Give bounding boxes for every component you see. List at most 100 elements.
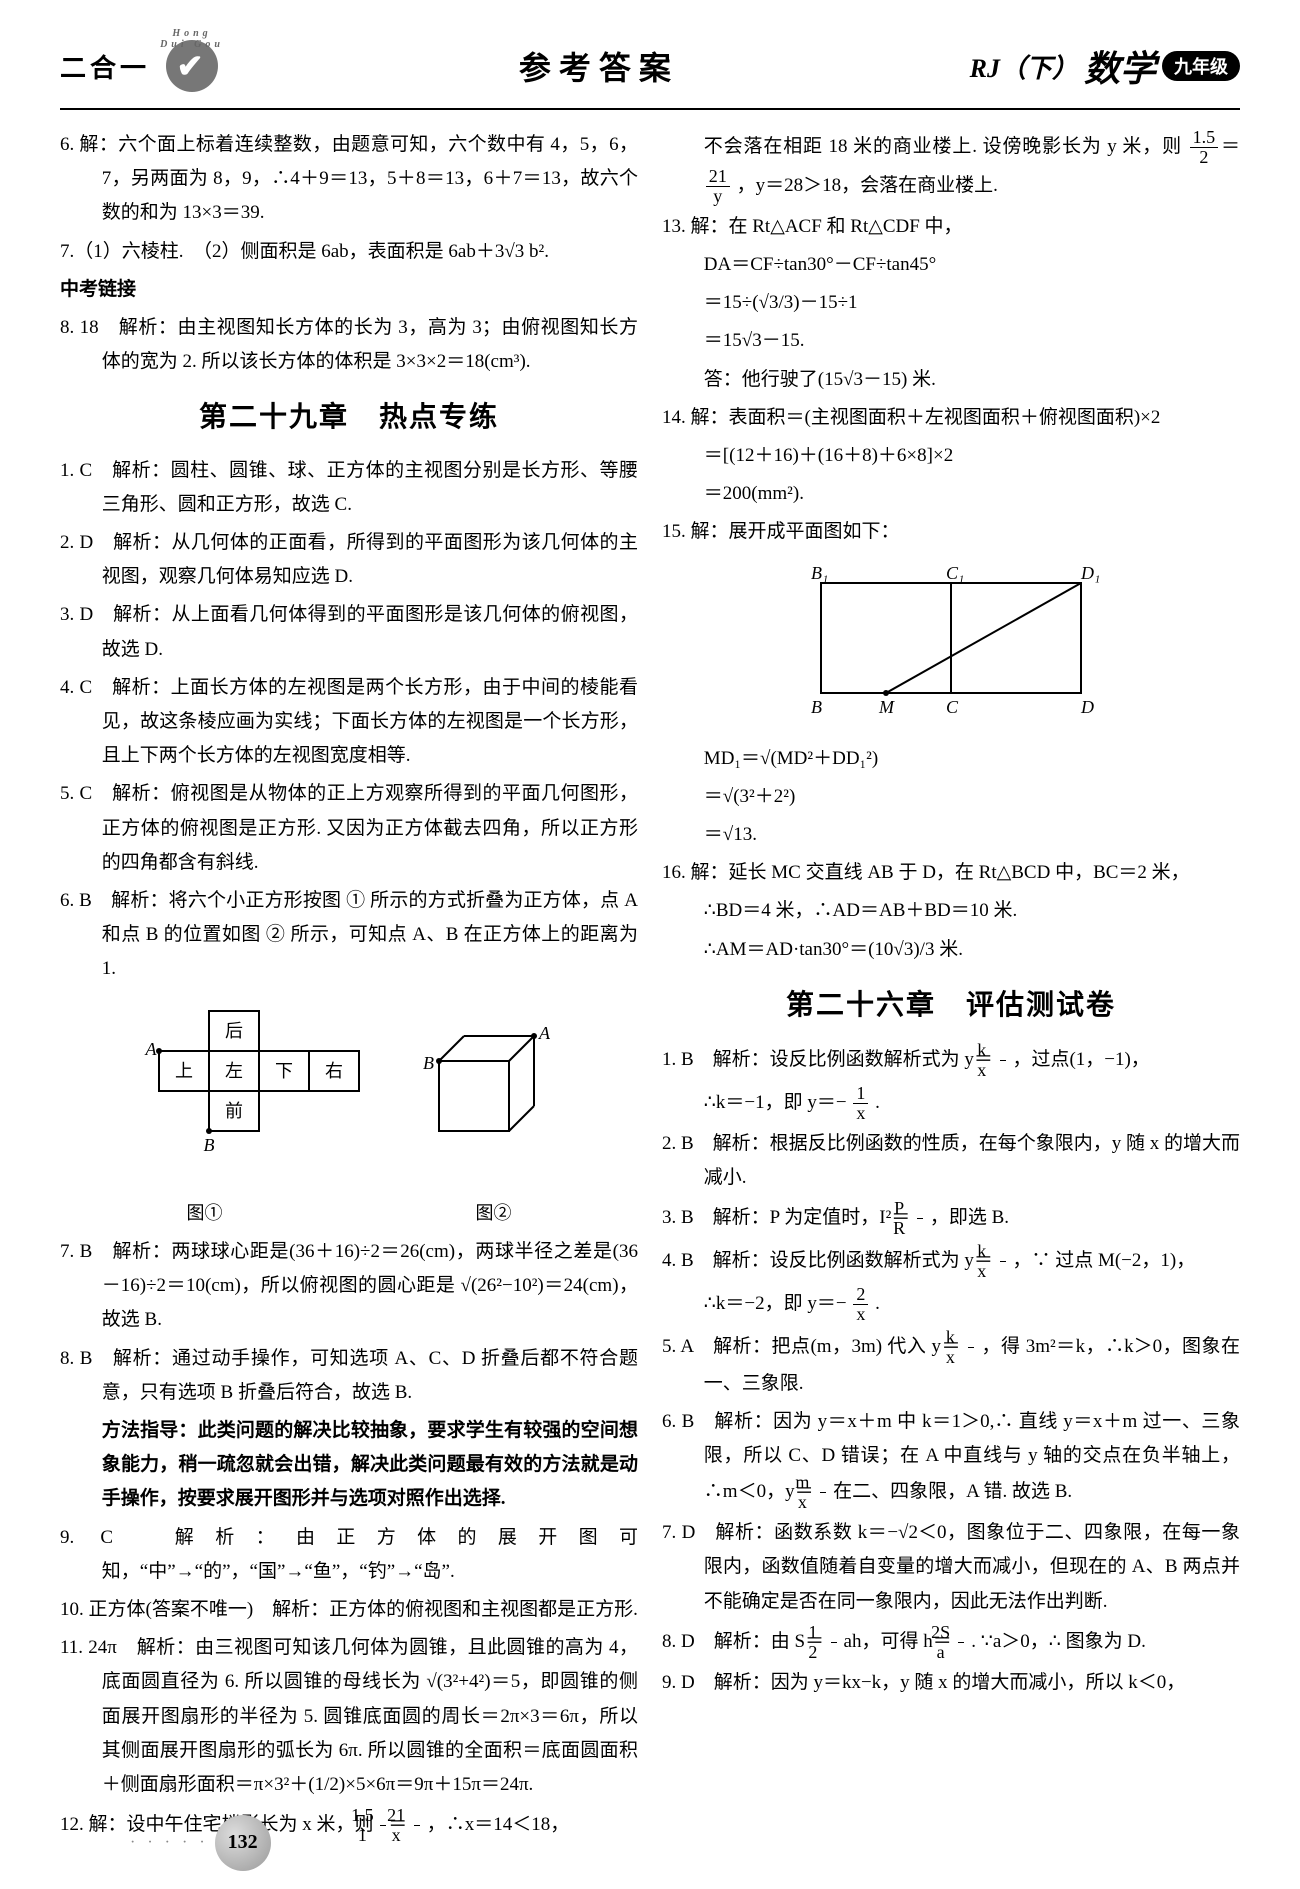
method-guide-text: 方法指导：此类问题的解决比较抽象，要求学生有较强的空间想象能力，稍一疏忽就会出错… — [102, 1420, 638, 1509]
unfold-diagram: B₁ C₁ D₁ B C D M — [781, 563, 1121, 723]
page-number: · · · · · 132 — [130, 1815, 271, 1871]
pt-C1: C₁ — [946, 563, 964, 583]
q14-c: ＝200(mm²). — [662, 477, 1240, 511]
fraction-2-x: 2x — [853, 1285, 868, 1324]
header-right: RJ（下） 数学 九年级 — [970, 40, 1240, 92]
fraction-1-x: 1x — [853, 1084, 868, 1123]
fraction-1.5-1: 1.51 — [380, 1806, 386, 1845]
r4: 4. B 解析：设反比例函数解析式为 y＝ kx ，∵ 过点 M(−2，1)， — [662, 1242, 1240, 1281]
r4-b: ，∵ 过点 M(−2，1)， — [1012, 1250, 1195, 1271]
q15-b: MD₁＝√(MD²＋DD₁²) — [662, 742, 1240, 776]
left-column: 6. 解：六个面上标着连续整数，由题意可知，六个数中有 4，5，6，7，另两面为… — [60, 128, 638, 1849]
r1-c-line: ∴k＝−1，即 y＝− 1x . — [662, 1084, 1240, 1123]
q15-c: ＝√(3²＋2²) — [662, 780, 1240, 814]
q14-a: 14. 解：表面积＝(主视图面积＋左视图面积＋俯视图面积)×2 — [662, 401, 1240, 435]
r7: 7. D 解析：函数系数 k＝−√2＜0，图象位于二、四象限，在每一象限内，函数… — [662, 1516, 1240, 1619]
subject-label: 数学 — [1084, 40, 1156, 92]
q15: 15. 解：展开成平面图如下： — [662, 515, 1240, 549]
fraction-21-x: 21x — [414, 1806, 420, 1845]
cube-point-A: A — [538, 1023, 551, 1043]
q15-d: ＝√13. — [662, 818, 1240, 852]
fraction-1-2: 12 — [831, 1623, 837, 1662]
page-header: 二合一 Hong Dui Gou ✔ 参考答案 RJ（下） 数学 九年级 — [60, 30, 1240, 110]
grade-badge: 九年级 — [1162, 51, 1240, 81]
fraction-21-y: 21y — [706, 167, 730, 206]
q12c-a: 不会落在相距 18 米的商业楼上. 设傍晚影长为 y 米，则 — [704, 136, 1182, 157]
r1-b: ，过点(1，−1)， — [1012, 1049, 1149, 1070]
pt-D: D — [1080, 697, 1094, 717]
fraction-k-x-2: kx — [1000, 1242, 1006, 1281]
net-label-left: 左 — [225, 1061, 243, 1081]
r4-c: ∴k＝−2，即 y＝− — [704, 1293, 847, 1314]
cube-net-diagram: 后 上 左 下 右 前 A B — [129, 1001, 569, 1181]
figure-q6: 后 上 左 下 右 前 A B — [60, 1001, 638, 1230]
r4-d: . — [875, 1293, 880, 1314]
r8-a: 8. D 解析：由 S＝ — [662, 1631, 824, 1652]
fraction-P-R: PR — [917, 1199, 923, 1238]
q29-7: 7. B 解析：两球球心距是(36＋16)÷2＝26(cm)，两球半径之差是(3… — [60, 1235, 638, 1338]
r3: 3. B 解析：P 为定值时，I²＝ PR ，即选 B. — [662, 1199, 1240, 1238]
q13-b: DA＝CF÷tan30°－CF÷tan45° — [662, 248, 1240, 282]
r1: 1. B 解析：设反比例函数解析式为 y＝ kx ，过点(1，−1)， — [662, 1041, 1240, 1080]
q29-9: 9. C 解析：由正方体的展开图可知，“中”→“的”，“国”→“鱼”，“钓”→“… — [60, 1521, 638, 1589]
answer-8: 8. 18 解析：由主视图知长方体的长为 3，高为 3；由俯视图知长方体的宽为 … — [60, 311, 638, 379]
q29-5: 5. C 解析：俯视图是从物体的正上方观察所得到的平面几何图形，正方体的俯视图是… — [60, 777, 638, 880]
q29-8-method: 方法指导：此类问题的解决比较抽象，要求学生有较强的空间想象能力，稍一疏忽就会出错… — [60, 1414, 638, 1517]
q29-6: 6. B 解析：将六个小正方形按图 ① 所示的方式折叠为正方体，点 A 和点 B… — [60, 884, 638, 987]
q29-1: 1. C 解析：圆柱、圆锥、球、正方体的主视图分别是长方形、等腰三角形、圆和正方… — [60, 454, 638, 522]
answer-6: 6. 解：六个面上标着连续整数，由题意可知，六个数中有 4，5，6，7，另两面为… — [60, 128, 638, 231]
fig2-label: 图② — [476, 1197, 512, 1229]
r1-a: 1. B 解析：设反比例函数解析式为 y＝ — [662, 1049, 993, 1070]
q16-c: ∴AM＝AD·tan30°＝(10√3)/3 米. — [662, 933, 1240, 967]
fraction-k-x-1: kx — [1000, 1041, 1006, 1080]
dotline-icon: · · · · · — [130, 1834, 209, 1852]
exam-link-heading: 中考链接 — [60, 273, 638, 307]
q29-4: 4. C 解析：上面长方体的左视图是两个长方形，由于中间的棱能看见，故这条棱应画… — [60, 671, 638, 774]
net-label-front: 前 — [225, 1101, 243, 1121]
q12-cont: 不会落在相距 18 米的商业楼上. 设傍晚影长为 y 米，则 1.52＝ 21y… — [662, 128, 1240, 206]
net-label-back: 后 — [225, 1021, 243, 1041]
r5: 5. A 解析：把点(m，3m) 代入 y＝ kx ，得 3m²＝k，∴k＞0，… — [662, 1328, 1240, 1401]
fraction-k-x-3: kx — [968, 1328, 974, 1367]
r4-c-line: ∴k＝−2，即 y＝− 2x . — [662, 1285, 1240, 1324]
q29-8: 8. B 解析：通过动手操作，可知选项 A、C、D 折叠后都不符合题意，只有选项… — [60, 1342, 638, 1410]
r4-a: 4. B 解析：设反比例函数解析式为 y＝ — [662, 1250, 993, 1271]
pt-M: M — [878, 697, 895, 717]
right-column: 不会落在相距 18 米的商业楼上. 设傍晚影长为 y 米，则 1.52＝ 21y… — [662, 128, 1240, 1849]
pt-B1: B₁ — [811, 563, 828, 583]
r2: 2. B 解析：根据反比例函数的性质，在每个象限内，y 随 x 的增大而减小. — [662, 1127, 1240, 1195]
q29-2: 2. D 解析：从几何体的正面看，所得到的平面图形为该几何体的主视图，观察几何体… — [60, 526, 638, 594]
q29-10: 10. 正方体(答案不唯一) 解析：正方体的俯视图和主视图都是正方形. — [60, 1593, 638, 1627]
r8-c: . ∵a＞0，∴ 图象为 D. — [971, 1631, 1146, 1652]
book-series: 二合一 — [60, 48, 150, 85]
r8: 8. D 解析：由 S＝ 12 ah，可得 h＝ 2Sa . ∵a＞0，∴ 图象… — [662, 1623, 1240, 1662]
q14-b: ＝[(12＋16)＋(16＋8)＋6×8]×2 — [662, 439, 1240, 473]
r3-b: ，即选 B. — [930, 1207, 1009, 1228]
fraction-m-x: mx — [820, 1473, 826, 1512]
fraction-2S-a: 2Sa — [958, 1623, 964, 1662]
figure-q15: B₁ C₁ D₁ B C D M — [662, 563, 1240, 735]
r1-d: . — [875, 1092, 880, 1113]
edition-label: RJ（下） — [970, 48, 1078, 85]
q29-3: 3. D 解析：从上面看几何体得到的平面图形是该几何体的俯视图，故选 D. — [60, 598, 638, 666]
q12-text-b: ，∴x＝14＜18， — [427, 1814, 570, 1835]
chapter-26-title: 第二十六章 评估测试卷 — [662, 981, 1240, 1031]
pt-B: B — [811, 697, 822, 717]
net-point-B: B — [204, 1135, 215, 1155]
q13-a: 13. 解：在 Rt△ACF 和 Rt△CDF 中， — [662, 210, 1240, 244]
net-label-up: 上 — [175, 1061, 193, 1081]
r6-b: 在二、四象限，A 错. 故选 B. — [833, 1481, 1072, 1502]
net-label-down: 下 — [275, 1061, 293, 1081]
r1-c: ∴k＝−1，即 y＝− — [704, 1092, 847, 1113]
page-number-value: 132 — [215, 1815, 271, 1871]
r3-a: 3. B 解析：P 为定值时，I²＝ — [662, 1207, 910, 1228]
q12c-b: ，y＝28＞18，会落在商业楼上. — [737, 175, 998, 196]
r5-a: 5. A 解析：把点(m，3m) 代入 y＝ — [662, 1336, 961, 1357]
q13-d: ＝15√3－15. — [662, 324, 1240, 358]
net-point-A: A — [145, 1039, 158, 1059]
cube-point-B: B — [423, 1053, 434, 1073]
q13-c: ＝15÷(√3/3)－15÷1 — [662, 286, 1240, 320]
q16-a: 16. 解：延长 MC 交直线 AB 于 D，在 Rt△BCD 中，BC＝2 米… — [662, 856, 1240, 890]
pt-D1: D₁ — [1080, 563, 1100, 583]
net-label-right: 右 — [325, 1061, 343, 1081]
